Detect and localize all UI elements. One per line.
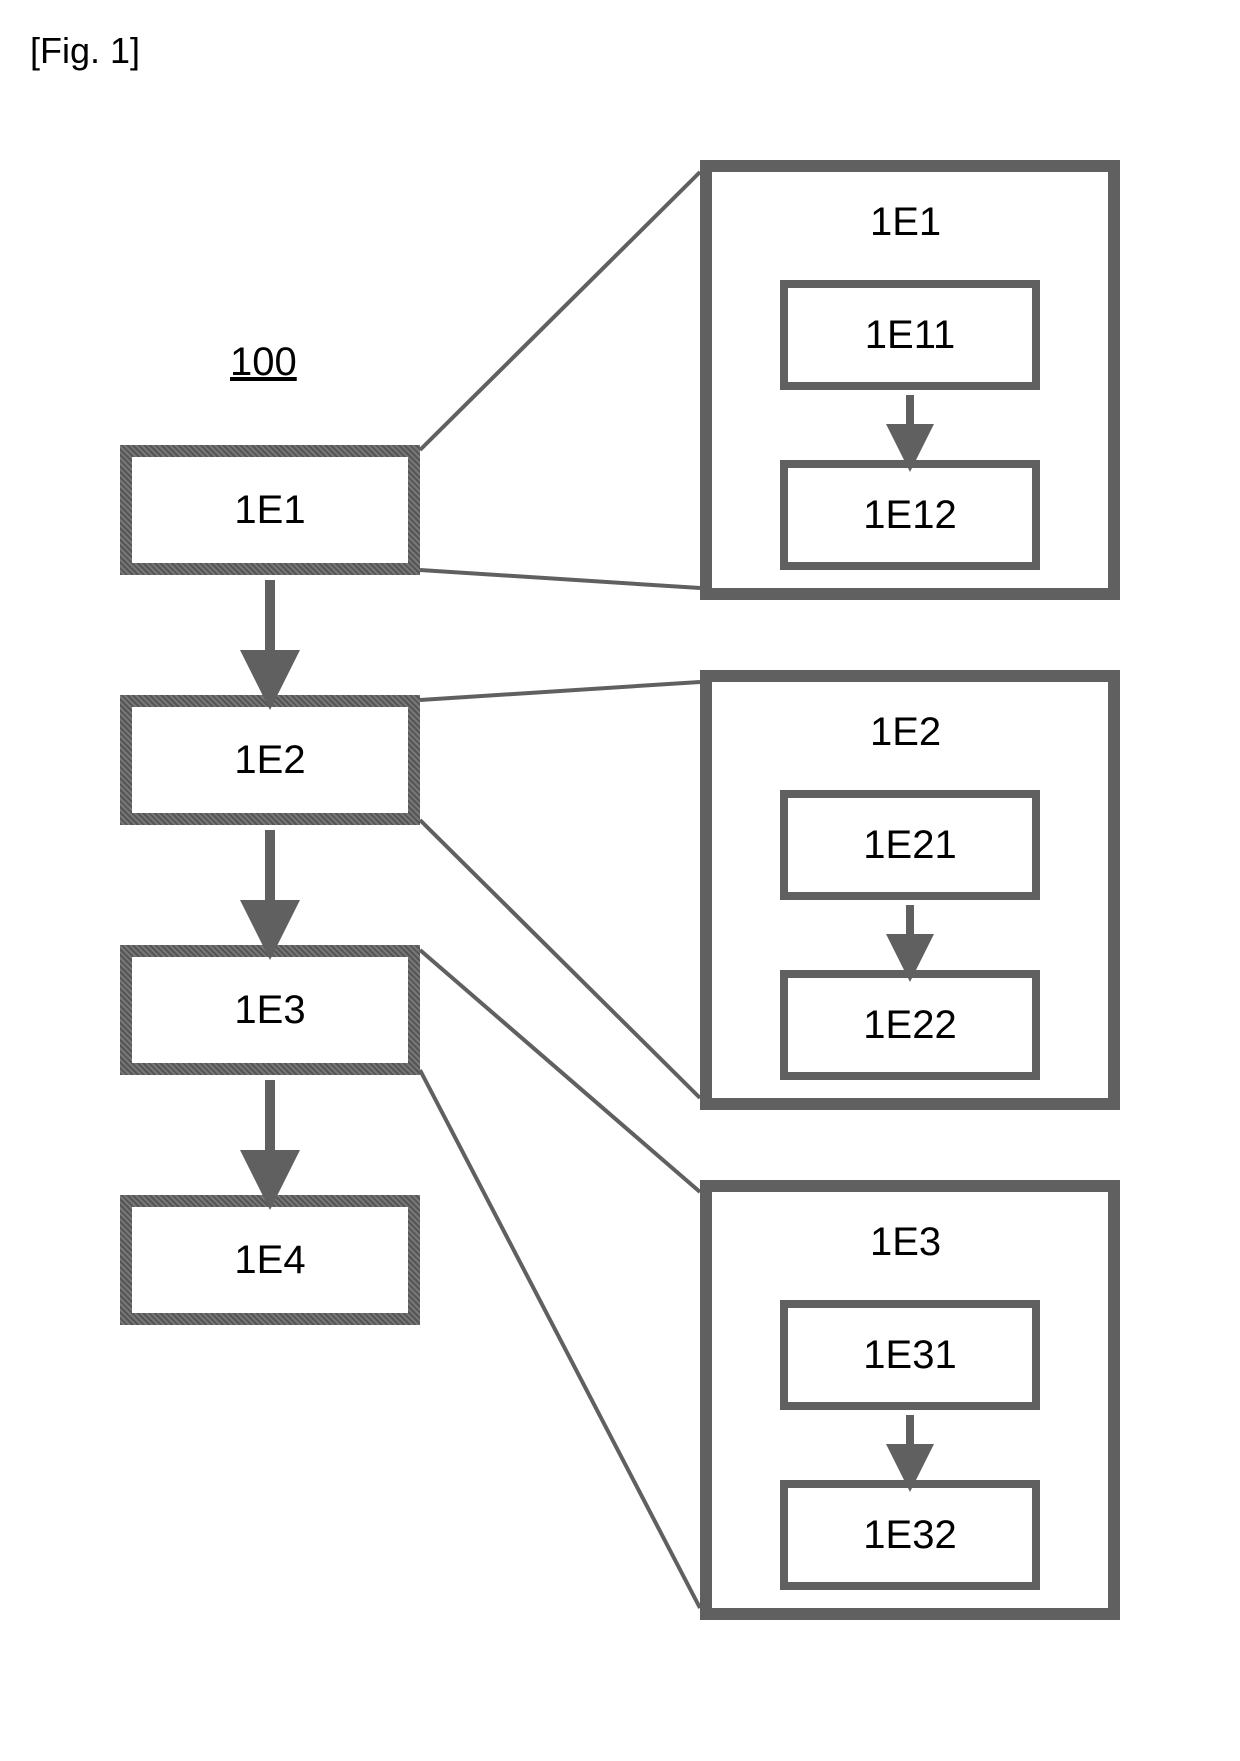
callout-line — [420, 820, 700, 1098]
sub-box-1E11: 1E11 — [780, 280, 1040, 390]
main-box-1E1: 1E1 — [120, 445, 420, 575]
figure-canvas: [Fig. 1] 100 1E1 1E2 1E3 1E4 1E1 1E11 1E… — [0, 0, 1240, 1761]
detail-panel-title: 1E2 — [870, 710, 941, 755]
sub-box-1E22: 1E22 — [780, 970, 1040, 1080]
main-box-1E3: 1E3 — [120, 945, 420, 1075]
sub-box-1E21: 1E21 — [780, 790, 1040, 900]
reference-number: 100 — [230, 340, 297, 385]
sub-box-label: 1E21 — [863, 823, 956, 868]
main-box-1E2: 1E2 — [120, 695, 420, 825]
callout-line — [420, 682, 700, 700]
detail-panel-title: 1E1 — [870, 200, 941, 245]
callout-line — [420, 950, 700, 1192]
sub-box-label: 1E12 — [863, 493, 956, 538]
figure-label: [Fig. 1] — [30, 30, 140, 72]
main-box-label: 1E1 — [234, 488, 305, 533]
sub-box-label: 1E22 — [863, 1003, 956, 1048]
callout-line — [420, 1070, 700, 1608]
main-box-label: 1E2 — [234, 738, 305, 783]
main-box-label: 1E4 — [234, 1238, 305, 1283]
callout-line — [420, 172, 700, 450]
main-box-label: 1E3 — [234, 988, 305, 1033]
sub-box-1E32: 1E32 — [780, 1480, 1040, 1590]
sub-box-1E12: 1E12 — [780, 460, 1040, 570]
sub-box-label: 1E31 — [863, 1333, 956, 1378]
sub-box-1E31: 1E31 — [780, 1300, 1040, 1410]
main-box-1E4: 1E4 — [120, 1195, 420, 1325]
detail-panel-title: 1E3 — [870, 1220, 941, 1265]
callout-line — [420, 570, 700, 588]
sub-box-label: 1E11 — [865, 313, 955, 358]
sub-box-label: 1E32 — [863, 1513, 956, 1558]
